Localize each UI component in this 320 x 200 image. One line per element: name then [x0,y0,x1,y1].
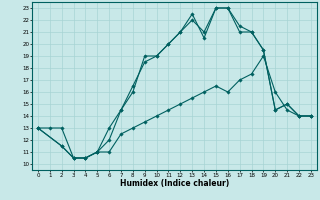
X-axis label: Humidex (Indice chaleur): Humidex (Indice chaleur) [120,179,229,188]
